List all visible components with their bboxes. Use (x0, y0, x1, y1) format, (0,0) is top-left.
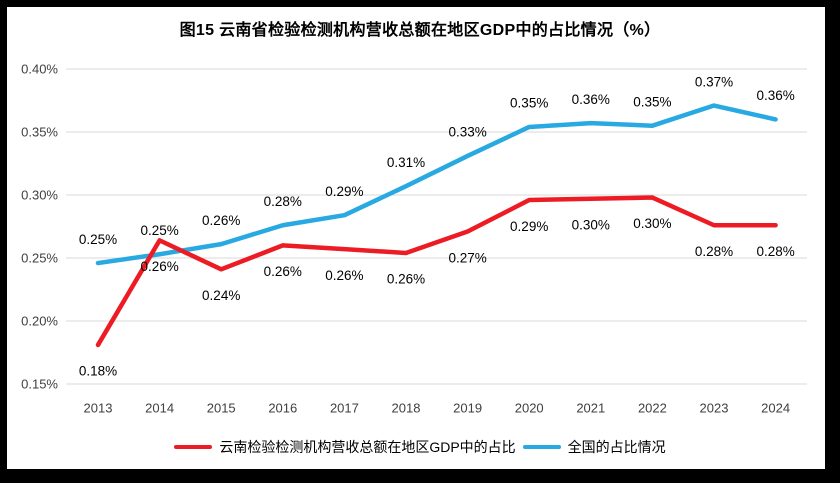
data-label: 0.28% (695, 244, 733, 259)
x-axis-tick-label: 2015 (207, 401, 236, 416)
data-label: 0.35% (633, 94, 671, 109)
data-label: 0.30% (572, 218, 610, 233)
legend-label-yunnan: 云南检验检测机构营收总额在地区GDP中的占比 (219, 439, 516, 455)
x-axis-tick-label: 2016 (268, 401, 297, 416)
x-axis-tick-label: 2024 (761, 401, 790, 416)
data-label: 0.30% (633, 216, 671, 231)
data-label: 0.26% (202, 213, 240, 228)
series-line (95, 195, 778, 348)
y-axis-tick-label: 0.35% (21, 125, 58, 140)
data-label: 0.36% (756, 88, 794, 103)
data-label: 0.29% (510, 219, 548, 234)
y-axis-tick-label: 0.25% (21, 251, 58, 266)
data-label: 0.27% (448, 250, 486, 265)
x-axis-tick-label: 2023 (700, 401, 729, 416)
y-axis-tick-label: 0.30% (21, 188, 58, 203)
data-label: 0.25% (140, 223, 178, 238)
y-axis-tick-label: 0.20% (21, 314, 58, 329)
y-axis-tick-label: 0.15% (21, 377, 58, 392)
series-line (95, 103, 778, 266)
legend-swatch-yunnan (174, 445, 213, 449)
data-label: 0.26% (387, 272, 425, 287)
data-label: 0.26% (140, 259, 178, 274)
data-label: 0.26% (264, 264, 302, 279)
data-label: 0.26% (325, 268, 363, 283)
x-axis-tick-label: 2013 (84, 401, 113, 416)
data-label: 0.29% (325, 184, 363, 199)
x-axis-tick-label: 2022 (638, 401, 667, 416)
data-label: 0.18% (79, 364, 117, 379)
data-label: 0.28% (264, 194, 302, 209)
legend-swatch-national (522, 445, 561, 449)
x-axis-tick-label: 2019 (453, 401, 482, 416)
data-label: 0.36% (572, 92, 610, 107)
legend-label-national: 全国的占比情况 (567, 439, 666, 455)
x-axis-tick-label: 2021 (576, 401, 605, 416)
data-label: 0.35% (510, 96, 548, 111)
chart-title: 图15 云南省检验检测机构营收总额在地区GDP中的占比情况（%） (179, 22, 661, 39)
y-axis-tick-label: 0.40% (21, 62, 58, 77)
x-axis-tick-label: 2014 (145, 401, 174, 416)
data-label: 0.37% (695, 74, 733, 89)
data-label: 0.33% (448, 125, 486, 140)
data-label: 0.28% (756, 244, 794, 259)
data-label: 0.24% (202, 288, 240, 303)
data-label: 0.25% (79, 232, 117, 247)
chart-legend: 云南检验检测机构营收总额在地区GDP中的占比 全国的占比情况 (0, 436, 840, 458)
data-label: 0.31% (387, 155, 425, 170)
x-axis-tick-label: 2018 (392, 401, 421, 416)
x-axis-tick-label: 2017 (330, 401, 359, 416)
x-axis-tick-label: 2020 (515, 401, 544, 416)
